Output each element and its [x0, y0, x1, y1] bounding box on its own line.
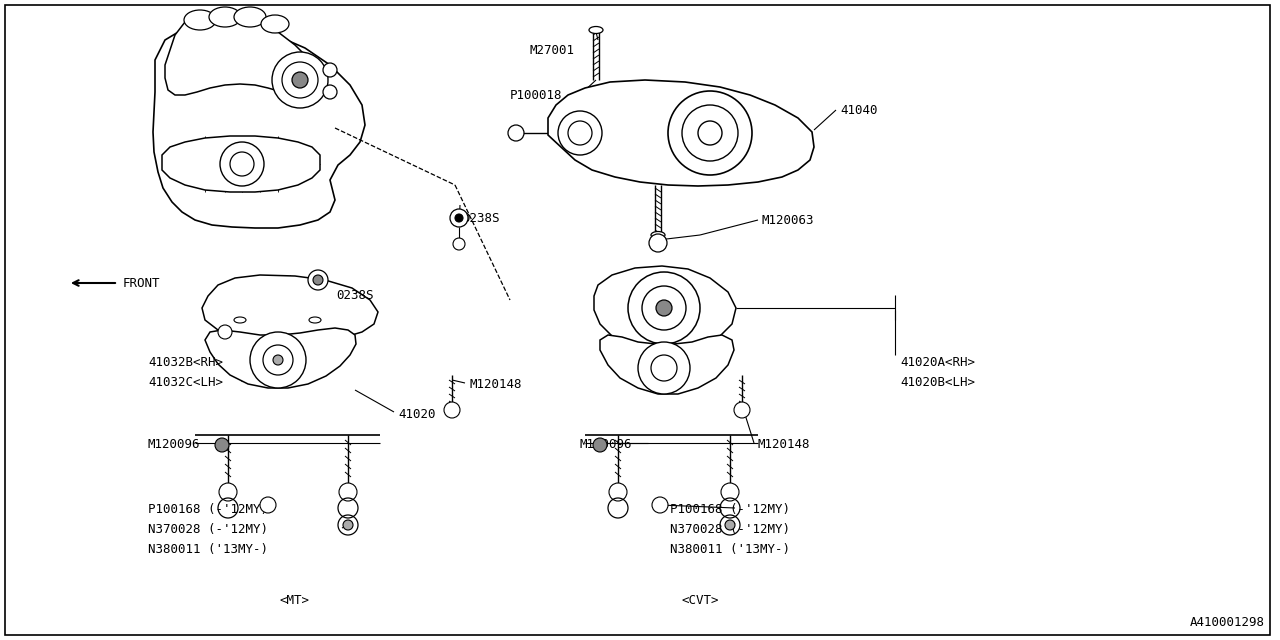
- Circle shape: [698, 121, 722, 145]
- Circle shape: [292, 72, 308, 88]
- Text: 41032B<RH>: 41032B<RH>: [148, 355, 223, 369]
- Circle shape: [652, 355, 677, 381]
- Text: P100018: P100018: [509, 88, 562, 102]
- Circle shape: [637, 342, 690, 394]
- Text: 41020A<RH>: 41020A<RH>: [900, 355, 975, 369]
- Circle shape: [454, 214, 463, 222]
- Circle shape: [220, 142, 264, 186]
- Circle shape: [558, 111, 602, 155]
- Circle shape: [230, 152, 253, 176]
- Polygon shape: [154, 25, 365, 228]
- Polygon shape: [548, 80, 814, 186]
- Circle shape: [721, 483, 739, 501]
- Polygon shape: [202, 275, 378, 341]
- Text: 41020B<LH>: 41020B<LH>: [900, 376, 975, 388]
- Ellipse shape: [234, 7, 266, 27]
- Text: P100168 (-'12MY): P100168 (-'12MY): [669, 504, 790, 516]
- Ellipse shape: [589, 26, 603, 33]
- Text: M120148: M120148: [758, 438, 810, 451]
- Circle shape: [628, 272, 700, 344]
- Circle shape: [273, 355, 283, 365]
- Circle shape: [568, 121, 591, 145]
- Text: 41040: 41040: [840, 104, 878, 116]
- Circle shape: [343, 520, 353, 530]
- Text: N370028 (-'12MY): N370028 (-'12MY): [148, 524, 268, 536]
- Circle shape: [733, 402, 750, 418]
- Polygon shape: [594, 266, 736, 349]
- Ellipse shape: [234, 317, 246, 323]
- Circle shape: [682, 105, 739, 161]
- Ellipse shape: [209, 7, 241, 27]
- Ellipse shape: [184, 10, 216, 30]
- Circle shape: [218, 325, 232, 339]
- Circle shape: [652, 497, 668, 513]
- Circle shape: [451, 209, 468, 227]
- Circle shape: [215, 438, 229, 452]
- Ellipse shape: [308, 317, 321, 323]
- Circle shape: [262, 345, 293, 375]
- Text: N380011 ('13MY-): N380011 ('13MY-): [669, 543, 790, 557]
- Circle shape: [308, 270, 328, 290]
- Text: 0238S: 0238S: [462, 211, 499, 225]
- Text: <CVT>: <CVT>: [681, 593, 719, 607]
- Text: M120096: M120096: [148, 438, 201, 451]
- Circle shape: [657, 300, 672, 316]
- Text: N370028 (-'12MY): N370028 (-'12MY): [669, 524, 790, 536]
- Text: M120096: M120096: [580, 438, 632, 451]
- Polygon shape: [165, 12, 317, 95]
- Text: <MT>: <MT>: [280, 593, 310, 607]
- Circle shape: [250, 332, 306, 388]
- Circle shape: [508, 125, 524, 141]
- Text: N380011 ('13MY-): N380011 ('13MY-): [148, 543, 268, 557]
- Circle shape: [649, 234, 667, 252]
- Polygon shape: [600, 335, 733, 394]
- Circle shape: [260, 497, 276, 513]
- Circle shape: [668, 91, 753, 175]
- Text: FRONT: FRONT: [123, 276, 160, 289]
- Text: 0238S: 0238S: [335, 289, 374, 301]
- Text: 41032C<LH>: 41032C<LH>: [148, 376, 223, 388]
- Circle shape: [593, 438, 607, 452]
- Circle shape: [609, 483, 627, 501]
- Circle shape: [339, 483, 357, 501]
- Circle shape: [273, 52, 328, 108]
- Polygon shape: [163, 136, 320, 192]
- Text: 41020: 41020: [398, 408, 435, 422]
- Circle shape: [444, 402, 460, 418]
- Circle shape: [643, 286, 686, 330]
- Ellipse shape: [652, 232, 666, 239]
- Circle shape: [724, 520, 735, 530]
- Text: A410001298: A410001298: [1190, 616, 1265, 628]
- Circle shape: [323, 85, 337, 99]
- Circle shape: [282, 62, 317, 98]
- Circle shape: [314, 275, 323, 285]
- Text: P100168 (-'12MY): P100168 (-'12MY): [148, 504, 268, 516]
- Circle shape: [453, 238, 465, 250]
- Circle shape: [323, 63, 337, 77]
- Text: M120148: M120148: [470, 378, 522, 392]
- Circle shape: [219, 483, 237, 501]
- Text: M120063: M120063: [762, 214, 814, 227]
- Polygon shape: [205, 328, 356, 388]
- Ellipse shape: [261, 15, 289, 33]
- Text: M27001: M27001: [530, 44, 575, 56]
